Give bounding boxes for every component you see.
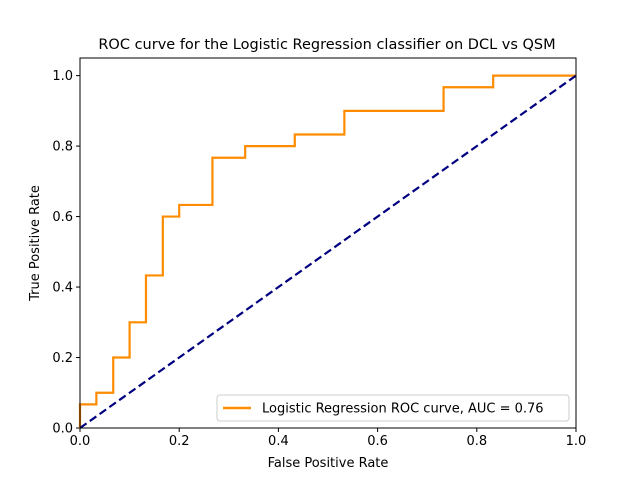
legend-box bbox=[216, 394, 570, 422]
legend: Logistic Regression ROC curve, AUC = 0.7… bbox=[216, 394, 570, 422]
y-tick-label: 0.4 bbox=[52, 281, 73, 296]
plot-area: 0.0 0.2 0.4 0.6 0.8 1.0 0.0 0.2 0.4 0.6 0.8 1.0 bbox=[52, 69, 586, 449]
x-tick-label: 1.0 bbox=[566, 434, 587, 449]
y-tick-label: 1.0 bbox=[52, 69, 73, 84]
chart-title: ROC curve for the Logistic Regression cl… bbox=[98, 37, 555, 53]
x-axis-label: False Positive Rate bbox=[268, 456, 389, 471]
x-tick-label: 0.8 bbox=[466, 434, 487, 449]
chance-diagonal-line bbox=[79, 74, 577, 429]
x-tick-label: 0.2 bbox=[169, 434, 190, 449]
legend-entry-label: Logistic Regression ROC curve, AUC = 0.7… bbox=[262, 402, 544, 417]
y-tick-label: 0.0 bbox=[52, 422, 73, 437]
roc-curve-line bbox=[78, 74, 576, 428]
y-tick-label: 0.6 bbox=[52, 210, 73, 225]
x-tick-label: 0.0 bbox=[70, 434, 91, 449]
x-tick-label: 0.4 bbox=[268, 434, 289, 449]
x-tick-label: 0.6 bbox=[367, 434, 388, 449]
y-tick-label: 0.8 bbox=[52, 140, 73, 155]
axes-frame bbox=[79, 57, 577, 429]
y-tick-label: 0.2 bbox=[52, 351, 73, 366]
y-axis-label: True Positive Rate bbox=[28, 185, 43, 302]
